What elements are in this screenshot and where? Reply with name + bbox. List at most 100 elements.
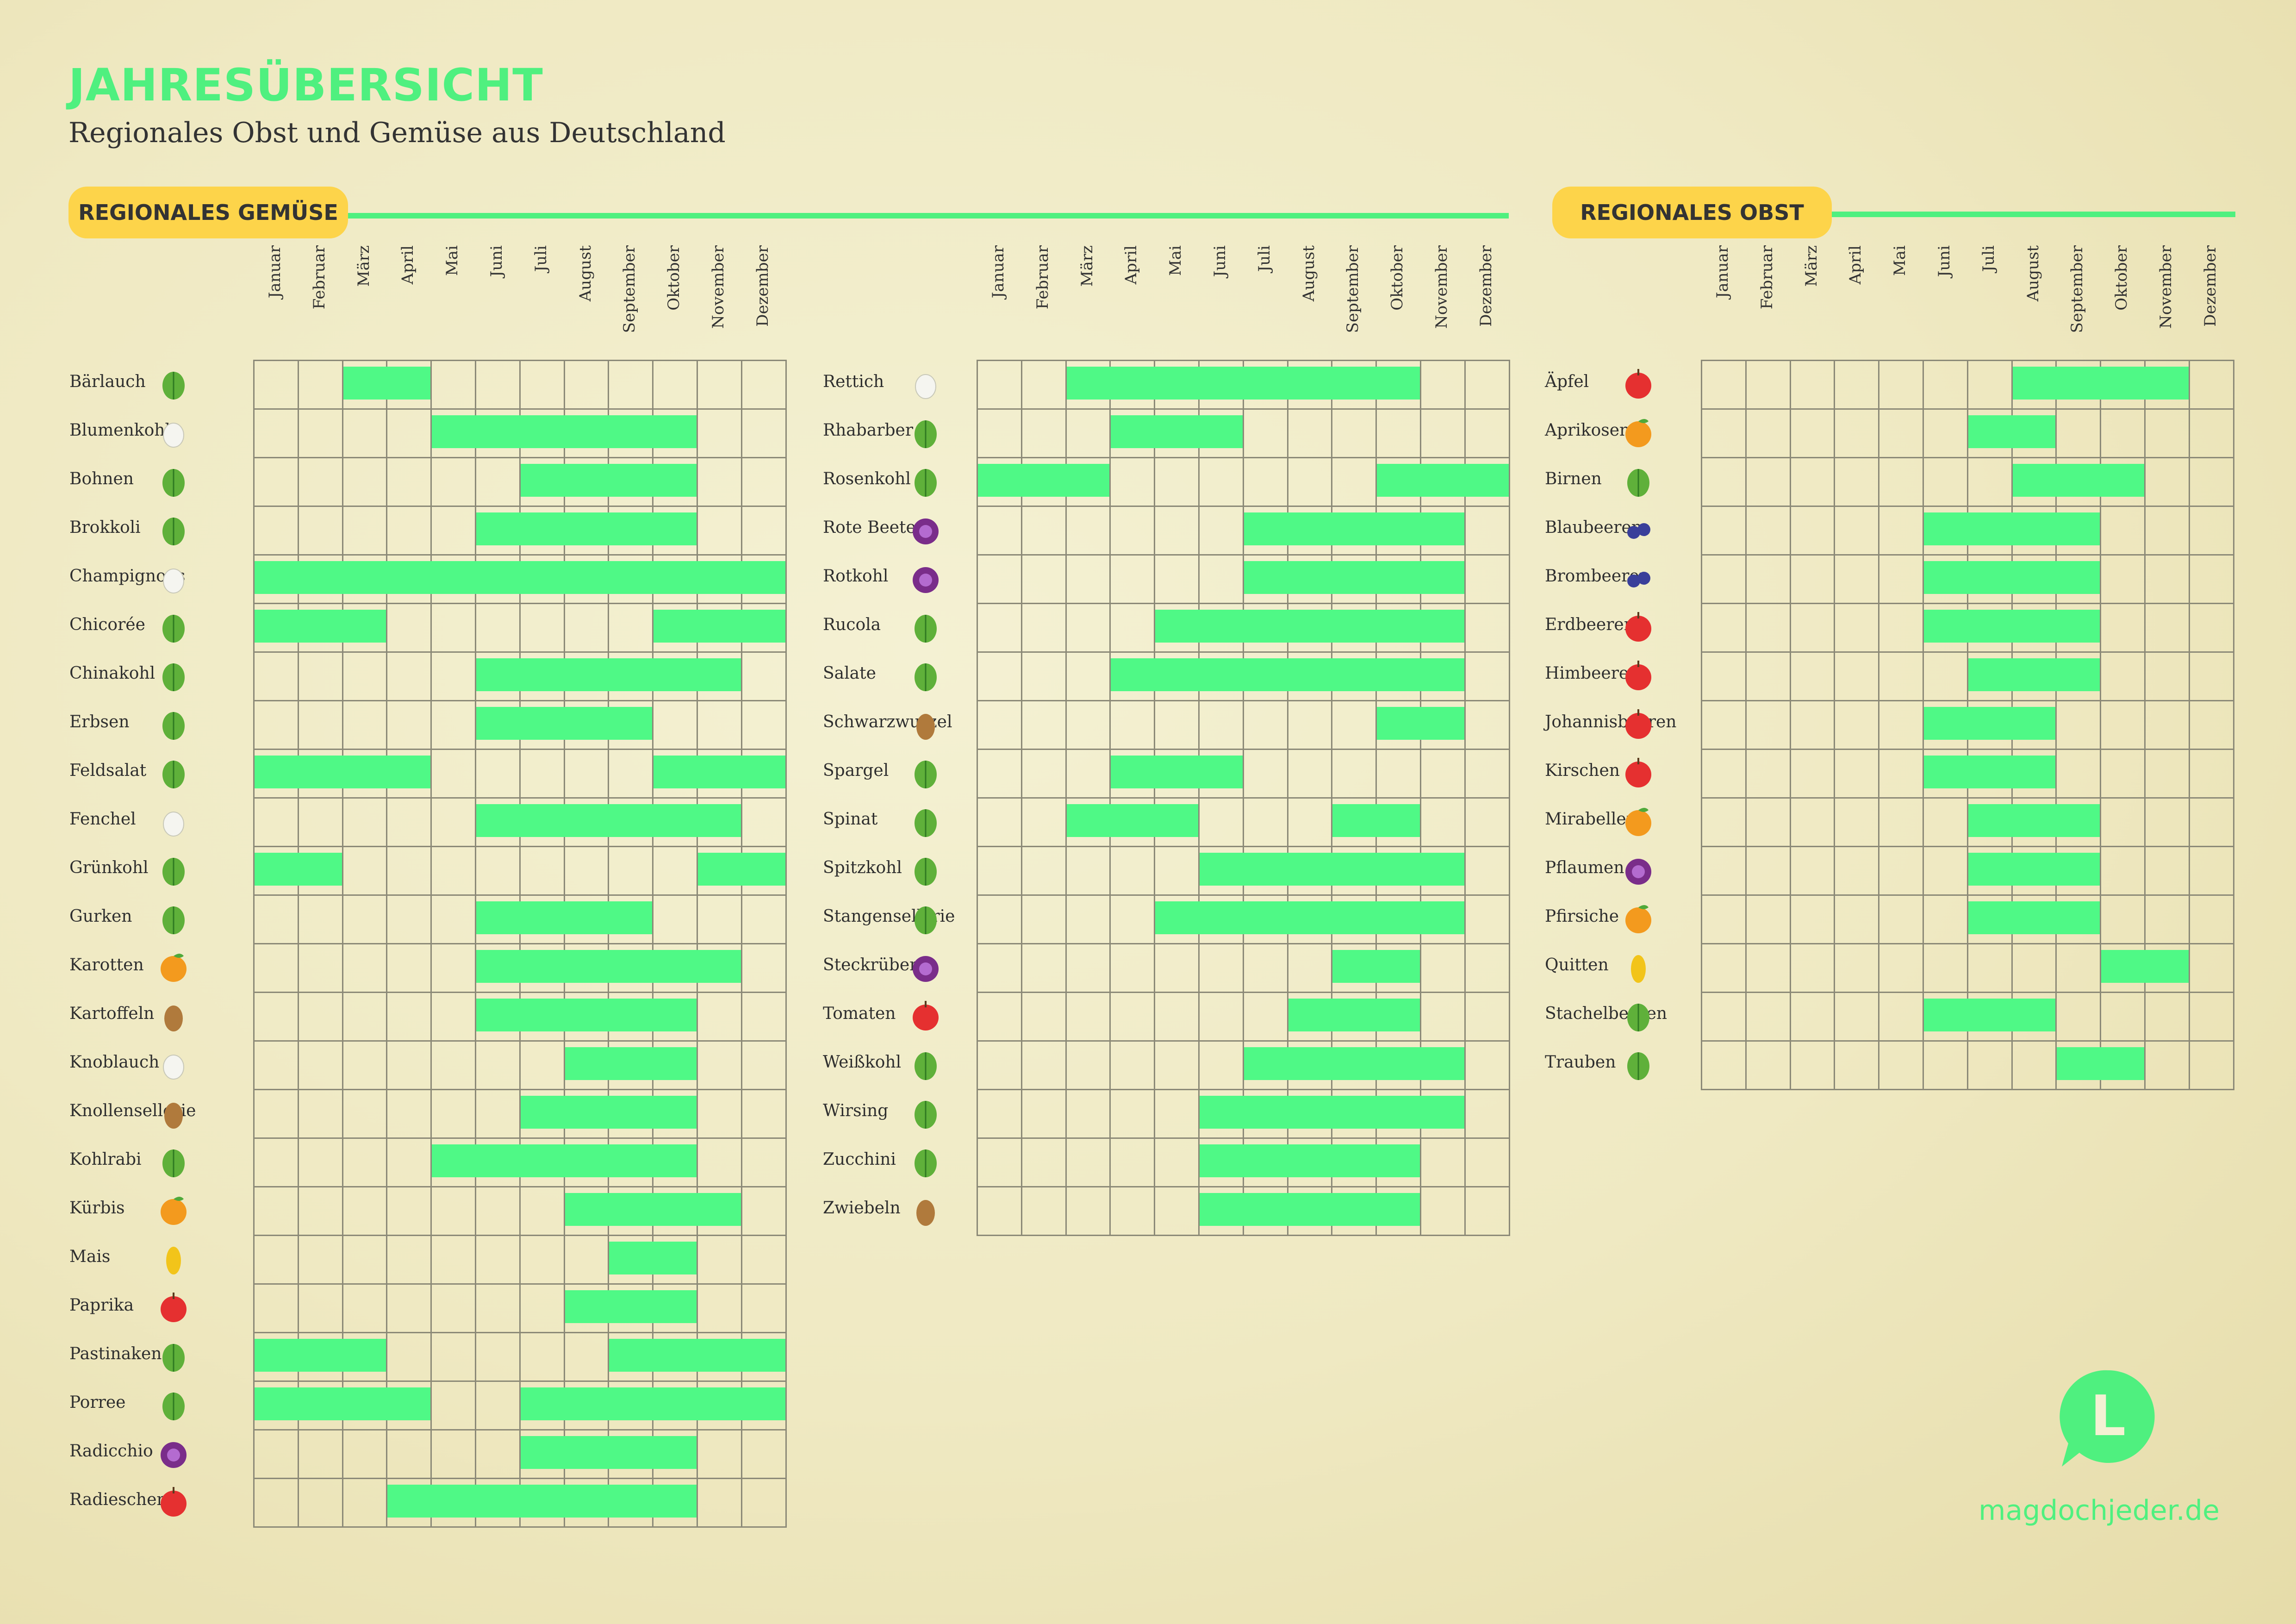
item-label: Kartoffeln bbox=[69, 1004, 155, 1023]
grid-cell bbox=[1420, 943, 1466, 993]
grid-cell bbox=[386, 1380, 432, 1430]
grid-cell bbox=[1242, 749, 1288, 799]
grid-cell bbox=[297, 1137, 343, 1187]
grid-cell bbox=[1375, 1137, 1421, 1187]
grid-cell bbox=[430, 1040, 476, 1090]
season-bar bbox=[1155, 610, 1464, 643]
grid-cell bbox=[430, 506, 476, 556]
season-bar bbox=[476, 950, 741, 983]
grid-cell bbox=[475, 749, 521, 799]
blackberries-icon bbox=[1627, 572, 1650, 587]
grid-cell bbox=[253, 1186, 299, 1236]
month-header-7: Juli bbox=[531, 245, 550, 272]
gooseberries-icon bbox=[1627, 1004, 1649, 1031]
grid-cell bbox=[740, 1283, 787, 1333]
grid-cell bbox=[1287, 797, 1333, 847]
red-cabbage-icon bbox=[913, 567, 939, 593]
season-bar bbox=[653, 610, 785, 643]
grid-cell bbox=[1701, 846, 1747, 896]
pumpkin-icon bbox=[161, 1197, 187, 1225]
grid-cell bbox=[977, 554, 1022, 604]
grid-cell bbox=[608, 749, 654, 799]
month-header-10: Oktober bbox=[665, 245, 684, 311]
item-label: Pfirsiche bbox=[1545, 907, 1619, 926]
grid-cell bbox=[1745, 894, 1791, 944]
grid-cell bbox=[297, 846, 343, 896]
grid-cell bbox=[1701, 457, 1747, 507]
grid-cell bbox=[740, 603, 787, 653]
season-bar bbox=[476, 804, 741, 837]
grid-cell bbox=[430, 797, 476, 847]
grid-cell bbox=[1420, 603, 1466, 653]
grid-cell bbox=[1420, 797, 1466, 847]
grid-cell bbox=[1375, 408, 1421, 458]
season-bar bbox=[1924, 707, 2056, 740]
grid-cell bbox=[386, 651, 432, 701]
grid-cell bbox=[697, 700, 742, 750]
celery-icon bbox=[915, 906, 937, 934]
grid-cell bbox=[1420, 894, 1466, 944]
grid-cell bbox=[1878, 894, 1924, 944]
grid-cell bbox=[740, 1040, 787, 1090]
rocket-icon bbox=[915, 615, 937, 643]
grid-cell bbox=[697, 1040, 742, 1090]
item-label: Fenchel bbox=[69, 810, 136, 829]
item-label: Bohnen bbox=[69, 469, 134, 488]
grid-cell bbox=[2055, 506, 2102, 556]
grid-cell bbox=[2011, 700, 2057, 750]
grid-cell bbox=[1878, 700, 1924, 750]
grid-cell bbox=[1065, 846, 1111, 896]
grid-cell bbox=[475, 1380, 521, 1430]
grid-cell bbox=[1923, 894, 1968, 944]
site-url[interactable]: magdochjeder.de bbox=[1979, 1494, 2220, 1527]
season-bar bbox=[1200, 1193, 1420, 1226]
lettuce-icon bbox=[915, 663, 937, 691]
grid-cell bbox=[563, 1332, 610, 1382]
grid-cell bbox=[1834, 506, 1880, 556]
grid-cell bbox=[1701, 603, 1747, 653]
grid-cell bbox=[1242, 408, 1288, 458]
grid-cell bbox=[1701, 943, 1747, 993]
grid-cell bbox=[297, 1429, 343, 1479]
grid-cell bbox=[2055, 554, 2102, 604]
grid-cell bbox=[1375, 1186, 1421, 1236]
month-header-12: Dezember bbox=[1476, 245, 1495, 327]
grid-cell bbox=[563, 846, 610, 896]
grid-cell bbox=[652, 457, 698, 507]
month-header-10: Oktober bbox=[1388, 245, 1407, 311]
grid-cell bbox=[1154, 1089, 1200, 1139]
grid-cell bbox=[740, 408, 787, 458]
season-bar bbox=[255, 1387, 431, 1420]
grid-cell bbox=[386, 943, 432, 993]
grid-cell bbox=[253, 943, 299, 993]
page-subtitle: Regionales Obst und Gemüse aus Deutschla… bbox=[68, 117, 726, 149]
grid-cell bbox=[1834, 992, 1880, 1042]
grid-cell bbox=[297, 457, 343, 507]
grid-cell bbox=[342, 408, 388, 458]
grid-cell bbox=[1109, 846, 1156, 896]
grid-cell bbox=[2011, 992, 2057, 1042]
season-bar bbox=[520, 1387, 785, 1420]
grid-cell bbox=[1154, 554, 1200, 604]
grid-cell bbox=[1701, 700, 1747, 750]
grid-cell bbox=[1065, 554, 1111, 604]
grid-cell bbox=[1020, 408, 1067, 458]
grid-cell bbox=[1020, 1040, 1067, 1090]
grid-cell bbox=[430, 1429, 476, 1479]
item-label: Wirsing bbox=[823, 1101, 889, 1120]
grid-cell bbox=[563, 749, 610, 799]
grid-cell bbox=[697, 457, 742, 507]
grid-cell bbox=[342, 943, 388, 993]
grid-cell bbox=[2144, 506, 2190, 556]
season-bar bbox=[1968, 415, 2056, 448]
season-bar bbox=[476, 707, 653, 740]
grid-cell bbox=[608, 700, 654, 750]
grid-cell bbox=[1745, 700, 1791, 750]
grid-cell bbox=[1923, 360, 1968, 410]
season-bar bbox=[565, 1193, 741, 1226]
grid-cell bbox=[1701, 992, 1747, 1042]
grid-cell bbox=[1878, 506, 1924, 556]
grid-cell bbox=[2188, 506, 2234, 556]
grid-cell bbox=[1923, 457, 1968, 507]
month-header-9: September bbox=[2068, 245, 2087, 333]
